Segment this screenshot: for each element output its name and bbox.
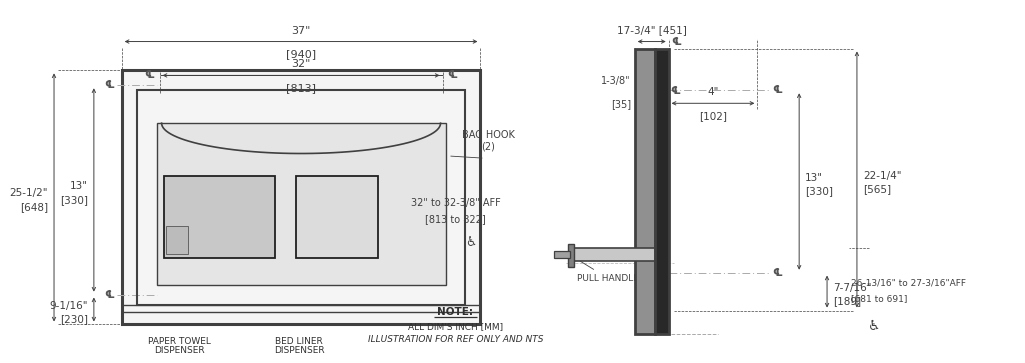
Text: [813]: [813] <box>286 83 316 93</box>
Text: DISPENSER: DISPENSER <box>154 346 205 355</box>
Text: 26-13/16" to 27-3/16"AFF: 26-13/16" to 27-3/16"AFF <box>851 278 966 287</box>
Text: [330]: [330] <box>805 187 833 196</box>
Text: ♿: ♿ <box>464 236 476 249</box>
Text: 32": 32" <box>291 60 311 69</box>
Text: 22-1/4": 22-1/4" <box>863 171 901 180</box>
Bar <box>296 176 378 258</box>
Text: ℄: ℄ <box>104 290 114 299</box>
Bar <box>555 251 570 258</box>
Text: 13": 13" <box>70 181 88 191</box>
Text: [230]: [230] <box>59 314 88 325</box>
Text: 32" to 32-3/8" AFF: 32" to 32-3/8" AFF <box>411 198 500 208</box>
Text: NOTE:: NOTE: <box>438 307 474 318</box>
Text: ℄: ℄ <box>104 80 114 90</box>
Text: ALL DIM'S INCH [MM]: ALL DIM'S INCH [MM] <box>408 322 503 331</box>
Text: [565]: [565] <box>863 184 891 195</box>
Text: 17-3/4" [451]: 17-3/4" [451] <box>617 25 687 36</box>
Bar <box>122 70 481 325</box>
Text: REF: REF <box>642 49 661 60</box>
Text: 1-3/8": 1-3/8" <box>602 76 630 86</box>
Text: ♿: ♿ <box>867 319 880 334</box>
Text: 3/8": 3/8" <box>637 110 657 120</box>
Text: PULL HANDLE: PULL HANDLE <box>571 255 639 283</box>
Text: BAG HOOK
(2): BAG HOOK (2) <box>462 130 515 152</box>
Text: 25-1/2": 25-1/2" <box>9 188 48 199</box>
Text: [681 to 691]: [681 to 691] <box>851 294 907 303</box>
Bar <box>136 90 465 305</box>
Text: ℄: ℄ <box>772 85 782 95</box>
Bar <box>572 248 655 261</box>
Text: ℄: ℄ <box>671 37 682 46</box>
Bar <box>157 123 446 285</box>
Text: [102]: [102] <box>699 111 727 121</box>
Text: ℄: ℄ <box>670 86 681 96</box>
Text: [9]: [9] <box>643 133 657 143</box>
Text: 7-7/16": 7-7/16" <box>833 282 871 293</box>
Bar <box>166 226 188 254</box>
Text: 37": 37" <box>291 25 311 36</box>
Bar <box>634 49 655 334</box>
Text: ℄: ℄ <box>145 70 155 81</box>
Text: 13": 13" <box>805 172 823 183</box>
Text: [330]: [330] <box>59 195 88 205</box>
Bar <box>655 49 668 334</box>
Text: ℄: ℄ <box>448 70 457 81</box>
Text: [940]: [940] <box>286 49 316 60</box>
Text: ℄: ℄ <box>772 268 782 278</box>
Text: 4": 4" <box>707 87 719 97</box>
Text: 9-1/16": 9-1/16" <box>49 301 88 310</box>
Bar <box>164 176 275 258</box>
Text: DISPENSER: DISPENSER <box>274 346 324 355</box>
Text: [35]: [35] <box>611 99 630 109</box>
Text: [189]: [189] <box>833 297 861 306</box>
Bar <box>568 244 574 267</box>
Text: [648]: [648] <box>19 203 48 212</box>
Text: BED LINER: BED LINER <box>275 337 323 346</box>
Text: ILLUSTRATION FOR REF ONLY AND NTS: ILLUSTRATION FOR REF ONLY AND NTS <box>368 335 543 344</box>
Text: PAPER TOWEL: PAPER TOWEL <box>148 337 211 346</box>
Text: [813 to 822]: [813 to 822] <box>425 214 486 224</box>
